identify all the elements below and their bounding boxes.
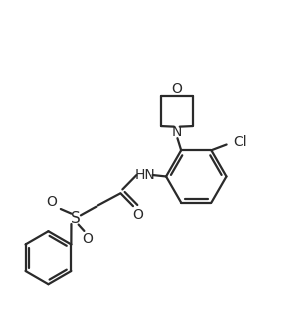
Text: O: O	[82, 232, 93, 246]
Text: O: O	[46, 196, 57, 209]
Text: Cl: Cl	[233, 135, 247, 149]
Text: S: S	[71, 211, 81, 226]
Text: HN: HN	[134, 168, 155, 182]
Text: N: N	[172, 125, 182, 139]
Text: O: O	[132, 208, 143, 222]
Text: O: O	[171, 82, 182, 96]
